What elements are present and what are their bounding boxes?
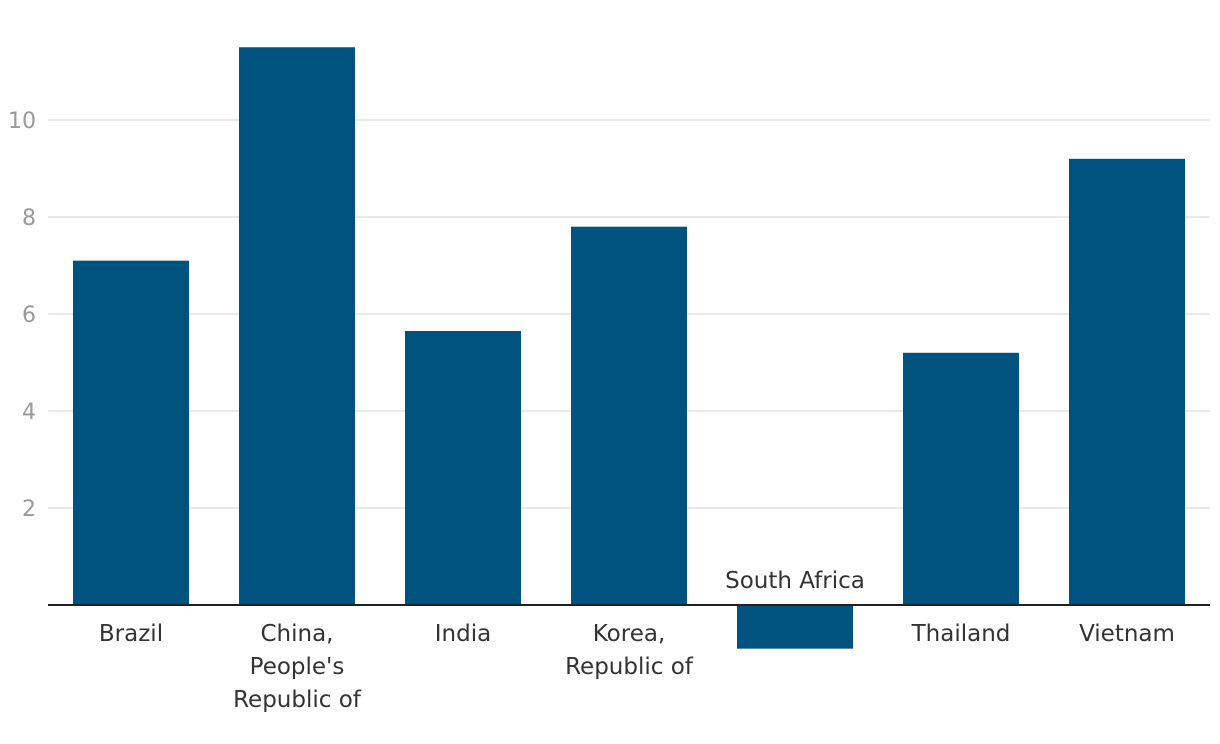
bar-brazil (73, 260, 189, 605)
y-tick-label-6: 6 (22, 303, 36, 328)
y-tick-label-10: 10 (8, 109, 36, 134)
x-category-label: South Africa (725, 568, 865, 594)
bars (73, 47, 1185, 649)
bar-china-people-s-republic-of (239, 47, 355, 605)
x-category-label-line: China, (260, 621, 333, 647)
bar-india (405, 330, 521, 605)
x-category-label-line: People's (250, 654, 345, 680)
x-category-label-line: Republic of (565, 654, 694, 680)
bar-vietnam (1069, 158, 1185, 606)
x-category-label: China, People's Republic of (233, 621, 362, 713)
bar-korea-republic-of (571, 226, 687, 605)
x-category-label: Thailand (911, 621, 1011, 647)
x-category-label-line: Brazil (99, 621, 163, 647)
x-category-label-line: Vietnam (1079, 621, 1175, 647)
bar-south-africa (737, 605, 853, 649)
x-category-label-line: Thailand (911, 621, 1011, 647)
x-category-label-line: Korea, (593, 621, 666, 647)
x-category-label: Vietnam (1079, 621, 1175, 647)
x-category-label: Brazil (99, 621, 163, 647)
y-axis-ticks: 2 4 6 8 10 (8, 109, 36, 522)
y-tick-label-4: 4 (22, 400, 36, 425)
y-tick-label-2: 2 (22, 497, 36, 522)
x-category-label: Korea, Republic of (565, 621, 694, 680)
x-category-label-line: Republic of (233, 687, 362, 713)
x-category-label-line: India (435, 621, 491, 647)
x-category-label: India (435, 621, 491, 647)
x-axis-category-labels: Brazil China, People's Republic of India Kore… (99, 568, 1175, 713)
bar-thailand (903, 352, 1019, 605)
y-tick-label-8: 8 (22, 206, 36, 231)
x-category-label-line: South Africa (725, 568, 865, 594)
